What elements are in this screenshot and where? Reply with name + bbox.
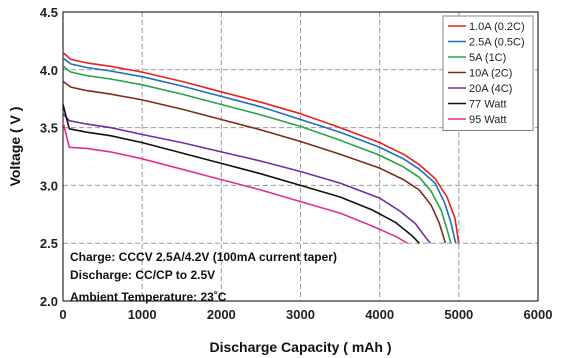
y-tick-label: 2.0 <box>40 294 58 309</box>
x-tick-label: 3000 <box>286 307 315 322</box>
x-tick-label: 5000 <box>444 307 473 322</box>
y-tick-label: 3.5 <box>40 121 58 136</box>
series-layer <box>62 51 460 244</box>
legend-entry: 10A (2C) <box>469 68 512 80</box>
series-line-1 <box>62 57 457 244</box>
legend-entry: 5A (1C) <box>469 52 506 64</box>
y-axis-title: Voltage ( V ) <box>7 107 23 187</box>
legend-entry: 77 Watt <box>469 99 507 111</box>
x-tick-label: 2000 <box>207 307 236 322</box>
tick-labels: 0 1000 2000 3000 4000 5000 6000 2.0 2.5 3.0 3.5 4.0… <box>40 5 553 322</box>
y-tick-label: 4.0 <box>40 63 58 78</box>
legend-entry: 95 Watt <box>469 114 507 126</box>
annotations: Charge: CCCV 2.5A/4.2V (100mA current ta… <box>70 250 337 304</box>
y-tick-label: 2.5 <box>40 236 58 251</box>
series-line-5 <box>62 104 420 244</box>
legend: 1.0A (0.2C) 2.5A (0.5C) 5A (1C) 10A (2C) 20A… <box>442 15 534 131</box>
legend-entry: 20A (4C) <box>469 83 512 95</box>
x-tick-label: 0 <box>59 307 66 322</box>
annotation-charge: Charge: CCCV 2.5A/4.2V (100mA current ta… <box>70 250 337 264</box>
x-axis-title: Discharge Capacity ( mAh ) <box>209 339 391 355</box>
annotation-discharge: Discharge: CC/CP to 2.5V <box>70 268 215 282</box>
legend-entry: 2.5A (0.5C) <box>469 37 525 49</box>
y-tick-label: 4.5 <box>40 5 58 20</box>
series-line-3 <box>62 80 447 244</box>
annotation-temperature: Ambient Temperature: 23˚C <box>70 290 227 304</box>
x-tick-label: 4000 <box>365 307 394 322</box>
x-tick-label: 6000 <box>524 307 553 322</box>
x-tick-label: 1000 <box>128 307 157 322</box>
y-tick-label: 3.0 <box>40 178 58 193</box>
series-line-2 <box>62 65 452 244</box>
series-line-6 <box>62 121 408 244</box>
legend-entry: 1.0A (0.2C) <box>469 21 525 33</box>
series-line-4 <box>62 113 431 244</box>
series-line-0 <box>62 51 460 244</box>
plot-frame <box>62 11 539 302</box>
